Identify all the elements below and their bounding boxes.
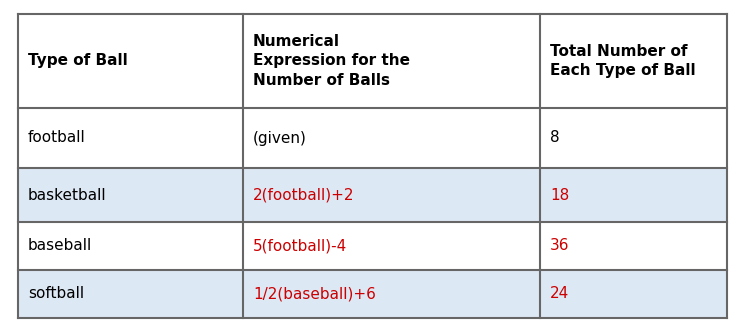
Text: Total Number of
Each Type of Ball: Total Number of Each Type of Ball xyxy=(550,44,696,78)
Text: 8: 8 xyxy=(550,130,559,146)
Text: 24: 24 xyxy=(550,287,569,302)
FancyBboxPatch shape xyxy=(18,14,727,108)
Text: 36: 36 xyxy=(550,239,569,254)
Text: 2(football)+2: 2(football)+2 xyxy=(253,187,355,203)
Text: baseball: baseball xyxy=(28,239,92,254)
FancyBboxPatch shape xyxy=(18,222,727,270)
FancyBboxPatch shape xyxy=(18,168,727,222)
Text: Numerical
Expression for the
Number of Balls: Numerical Expression for the Number of B… xyxy=(253,34,410,88)
FancyBboxPatch shape xyxy=(18,270,727,318)
Text: (given): (given) xyxy=(253,130,307,146)
Text: Type of Ball: Type of Ball xyxy=(28,54,127,69)
Text: basketball: basketball xyxy=(28,187,107,203)
Text: football: football xyxy=(28,130,86,146)
Text: 1/2(baseball)+6: 1/2(baseball)+6 xyxy=(253,287,376,302)
Text: softball: softball xyxy=(28,287,84,302)
FancyBboxPatch shape xyxy=(18,108,727,168)
Text: 18: 18 xyxy=(550,187,569,203)
Text: 5(football)-4: 5(football)-4 xyxy=(253,239,347,254)
